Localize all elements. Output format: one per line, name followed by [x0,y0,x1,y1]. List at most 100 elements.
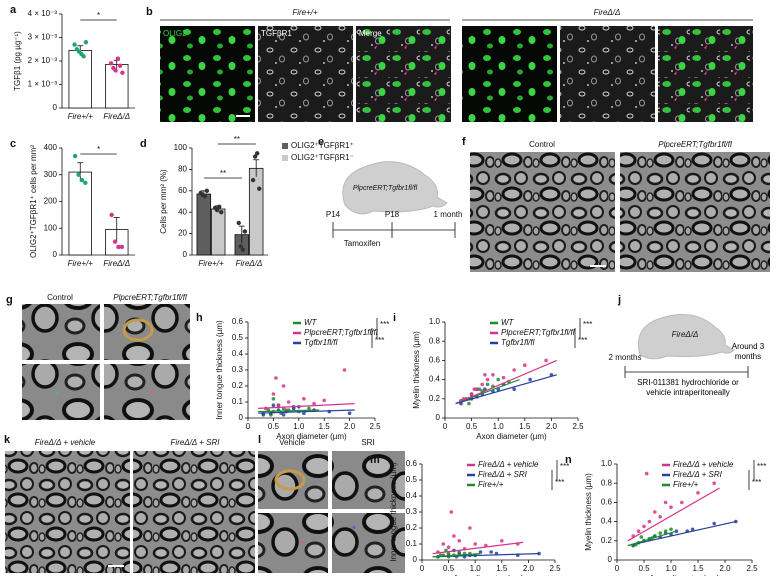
y-tick-label: 0.6 [232,317,244,326]
data-point [636,529,641,533]
em-image [104,304,190,360]
legend-label: FireΔ/Δ + vehicle [673,460,734,469]
x-tick-label: 1.5 [319,422,331,431]
y-tick-label: 0.8 [601,478,613,487]
data-point [500,539,504,543]
data-point [480,382,485,387]
x-tick-label: 0.5 [466,422,478,431]
em-image [332,451,405,509]
data-point [478,550,483,554]
data-point [669,527,673,532]
y-tick-label: 0.2 [406,523,418,532]
data-point [236,220,241,226]
y-tick-label: 0.3 [406,507,418,516]
data-point [523,363,527,368]
x-tick-label: FireΔ/Δ [103,112,130,121]
highlight [274,469,306,491]
micrograph [258,26,353,122]
data-point [120,70,125,75]
data-point [202,193,208,199]
y-tick-label: 2 × 10⁻³ [28,56,58,65]
y-tick-label: 0 [608,555,613,564]
y-axis-label: Inner tongue thickness (µm) [215,320,224,420]
data-point [491,373,495,377]
y-tick-label: 0 [436,413,441,422]
x-tick-label: 0 [420,564,425,573]
data-point [307,406,311,411]
x-axis-label: Axon diameter (µm) [276,432,347,441]
data-point [663,529,668,533]
data-point [257,186,262,191]
y-tick-label: 0 [53,103,58,112]
marker: * [55,390,59,401]
panel-letter: j [617,294,621,306]
data-point [81,54,86,59]
y-tick-label: 0.4 [429,375,441,384]
data-point [274,376,278,380]
data-point [217,204,222,210]
y-tick-label: 200 [44,197,58,206]
x-tick-label: 1.5 [692,564,704,573]
y-axis-label: TGFβ1 (pg µg⁻¹) [13,31,22,91]
significance: *** [757,462,766,471]
data-point [457,539,462,543]
y-tick-label: 0.3 [232,365,244,374]
y-axis-label: Cells per mm² (%) [159,169,168,234]
panel-letter: b [146,6,153,18]
significance: * [97,145,100,154]
data-point [512,387,516,392]
group-label: FireΔ/Δ + SRI [171,438,221,447]
significance: * [97,11,100,20]
data-point [281,413,286,417]
channel-label: TGFβR1 [261,29,292,38]
y-tick-label: 0.2 [232,381,244,390]
x-axis-label: Axon diameter (µm) [476,432,547,441]
y-axis-label: Inner tongue thickness (µm) [389,462,398,562]
data-point [457,550,462,554]
group-label: Control [47,293,73,302]
legend-swatch [282,143,288,149]
y-tick-label: 0.4 [232,349,244,358]
y-tick-label: 0.8 [429,336,441,345]
marker: * [352,525,356,536]
x-tick-label: 2.0 [546,422,558,431]
y-tick-label: 100 [174,143,188,152]
y-tick-label: 400 [44,143,58,152]
fit-line [455,374,557,405]
data-point [501,375,506,380]
data-point [647,519,652,524]
data-point [240,247,246,252]
data-point [544,358,548,363]
data-point [528,377,532,382]
data-point [252,154,258,159]
group-label: PlpcreERT;Tgfbr1fl/fl [113,293,187,302]
data-point [83,40,89,45]
panel-letter: n [565,454,572,466]
group-label: Control [529,140,555,149]
data-point [467,401,471,406]
x-tick-label: 2.0 [719,564,731,573]
y-tick-label: 60 [178,186,187,195]
data-point [322,398,327,403]
significance: *** [578,336,587,345]
panel-letter: i [393,312,396,324]
micrograph [356,26,451,122]
x-tick-label: 2.0 [344,422,356,431]
y-tick-label: 0.6 [429,356,441,365]
marker: * [300,540,304,551]
data-point [302,397,306,401]
fit-line [627,530,677,547]
x-tick-label: 2.5 [572,422,584,431]
legend-label: Tgfbr1fl/fl [501,338,535,347]
data-point [483,373,487,377]
y-axis-label: Myelin thickness (µm) [584,473,593,551]
panel-letter: g [6,294,13,306]
y-tick-label: 1.0 [429,317,441,326]
y-tick-label: 0.5 [232,333,244,342]
data-point [473,542,478,546]
data-point [653,510,657,514]
data-point [113,68,118,73]
significance: *** [375,336,384,345]
data-point [116,244,121,250]
